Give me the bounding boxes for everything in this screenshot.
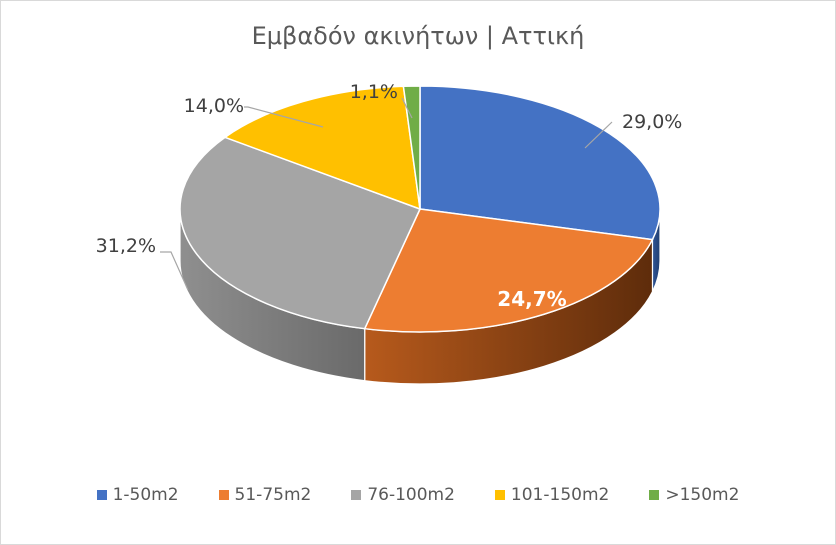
- chart-legend: 1-50m2 51-75m2 76-100m2 101-150m2 >150m2: [0, 485, 836, 505]
- leader-line-3: [244, 106, 324, 128]
- data-label-2: 31,2%: [96, 235, 156, 257]
- leader-line-4: [401, 97, 413, 119]
- data-label-4: 1,1%: [350, 81, 398, 103]
- legend-label: 1-50m2: [112, 485, 179, 505]
- legend-label: 51-75m2: [234, 485, 312, 505]
- pie-slice-0: [419, 85, 661, 241]
- legend-item: 1-50m2: [96, 485, 179, 505]
- legend-item: 51-75m2: [218, 485, 312, 505]
- legend-label: 101-150m2: [510, 485, 610, 505]
- data-label-1: 24,7%: [497, 287, 566, 311]
- leader-line-2: [160, 251, 189, 291]
- legend-swatch: [494, 490, 505, 500]
- pie-slice-2: [179, 136, 422, 330]
- legend-swatch: [351, 490, 362, 500]
- legend-item: >150m2: [649, 485, 739, 505]
- legend-item: 76-100m2: [351, 485, 455, 505]
- chart-title: Εμβαδόν ακινήτων | Αττική: [251, 22, 585, 50]
- data-label-0: 29,0%: [622, 111, 682, 133]
- pie-slice-1: [363, 208, 654, 333]
- legend-swatch: [96, 490, 107, 500]
- legend-label: 76-100m2: [367, 485, 455, 505]
- legend-swatch: [649, 490, 660, 500]
- legend-swatch: [218, 490, 229, 500]
- pie-slice-4: [402, 85, 421, 210]
- legend-item: 101-150m2: [494, 485, 610, 505]
- leader-line-0: [584, 121, 613, 149]
- legend-label: >150m2: [665, 485, 740, 505]
- data-label-3: 14,0%: [184, 95, 244, 117]
- pie-slice-3: [223, 85, 421, 211]
